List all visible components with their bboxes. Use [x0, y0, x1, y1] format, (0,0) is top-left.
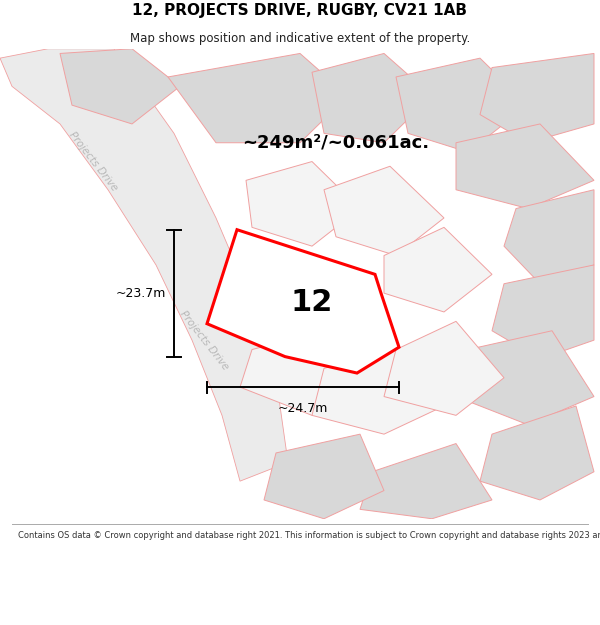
- Polygon shape: [264, 434, 384, 519]
- Text: ~24.7m: ~24.7m: [278, 402, 328, 415]
- Text: Contains OS data © Crown copyright and database right 2021. This information is : Contains OS data © Crown copyright and d…: [18, 531, 600, 541]
- Text: Projects Drive: Projects Drive: [67, 130, 119, 193]
- Polygon shape: [396, 58, 528, 152]
- Polygon shape: [324, 166, 444, 256]
- Polygon shape: [312, 349, 444, 434]
- Text: 12, PROJECTS DRIVE, RUGBY, CV21 1AB: 12, PROJECTS DRIVE, RUGBY, CV21 1AB: [133, 3, 467, 18]
- Polygon shape: [168, 54, 348, 142]
- Polygon shape: [480, 406, 594, 500]
- Polygon shape: [207, 230, 399, 373]
- Polygon shape: [492, 265, 594, 359]
- Polygon shape: [504, 190, 594, 284]
- Polygon shape: [240, 331, 360, 416]
- Polygon shape: [456, 331, 594, 425]
- Polygon shape: [60, 49, 180, 124]
- Polygon shape: [456, 124, 594, 209]
- Text: ~249m²/~0.061ac.: ~249m²/~0.061ac.: [242, 134, 430, 152]
- Polygon shape: [480, 54, 594, 142]
- Polygon shape: [384, 228, 492, 312]
- Polygon shape: [360, 444, 492, 519]
- Polygon shape: [0, 49, 288, 481]
- Text: ~23.7m: ~23.7m: [116, 287, 166, 299]
- Text: Map shows position and indicative extent of the property.: Map shows position and indicative extent…: [130, 31, 470, 44]
- Text: 12: 12: [291, 288, 333, 317]
- Polygon shape: [246, 161, 360, 246]
- Polygon shape: [384, 321, 504, 416]
- Text: Projects Drive: Projects Drive: [178, 309, 230, 372]
- Polygon shape: [312, 54, 432, 142]
